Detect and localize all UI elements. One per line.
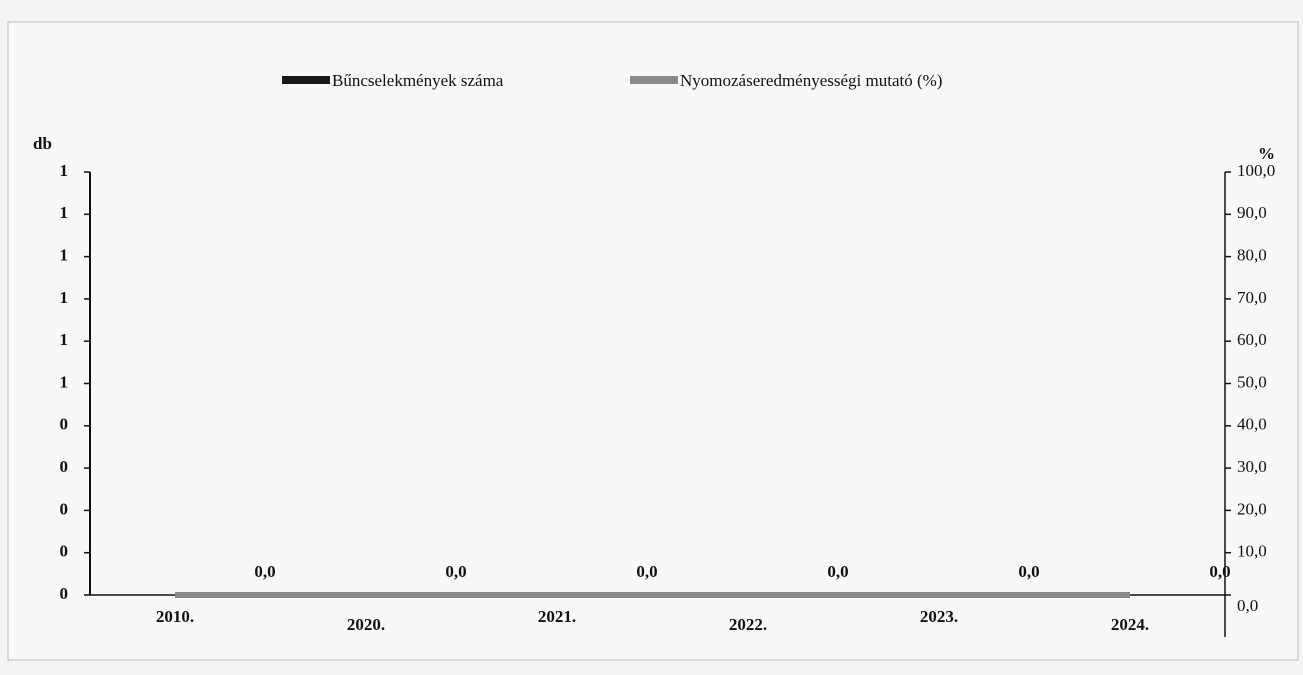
legend-swatch (630, 76, 678, 84)
y-tick-label: 1 (60, 330, 69, 349)
y-tick-label: 1 (60, 246, 69, 265)
y-tick-label: 1 (60, 288, 69, 307)
y2-tick-label: 0,0 (1237, 596, 1258, 615)
data-label: 0,0 (254, 562, 275, 581)
y2-tick-label: 20,0 (1237, 499, 1267, 518)
x-tick-label: 2022. (729, 615, 767, 634)
y2-tick-label: 30,0 (1237, 457, 1267, 476)
y2-tick-label: 60,0 (1237, 330, 1267, 349)
y-tick-label: 0 (60, 415, 69, 434)
legend-label: Nyomozáseredményességi mutató (%) (680, 71, 942, 90)
y2-tick-label: 70,0 (1237, 288, 1267, 307)
data-label: 0,0 (1018, 562, 1039, 581)
y-tick-label: 0 (60, 457, 69, 476)
x-tick-label: 2010. (156, 607, 194, 626)
y-tick-label: 0 (60, 584, 69, 603)
legend-swatch (282, 76, 330, 84)
x-tick-label: 2023. (920, 607, 958, 626)
y2-tick-label: 90,0 (1237, 203, 1267, 222)
y2-tick-label: 100,0 (1237, 161, 1275, 180)
legend-label: Bűncselekmények száma (332, 71, 504, 90)
y-tick-label: 1 (60, 203, 69, 222)
chart-frame (7, 21, 1299, 661)
y2-tick-label: 10,0 (1237, 542, 1267, 561)
data-label: 0,0 (827, 562, 848, 581)
y2-axis-label: % (1258, 144, 1275, 163)
y2-tick-label: 40,0 (1237, 415, 1267, 434)
y2-tick-label: 50,0 (1237, 372, 1267, 391)
data-label: 0,0 (1209, 562, 1230, 581)
y-tick-label: 0 (60, 499, 69, 518)
y-tick-label: 1 (60, 161, 69, 180)
y-axis-label: db (33, 134, 52, 153)
y2-tick-label: 80,0 (1237, 246, 1267, 265)
data-label: 0,0 (636, 562, 657, 581)
x-tick-label: 2020. (347, 615, 385, 634)
y-tick-label: 1 (60, 372, 69, 391)
y-tick-label: 0 (60, 542, 69, 561)
x-tick-label: 2021. (538, 607, 576, 626)
data-label: 0,0 (445, 562, 466, 581)
x-tick-label: 2024. (1111, 615, 1149, 634)
